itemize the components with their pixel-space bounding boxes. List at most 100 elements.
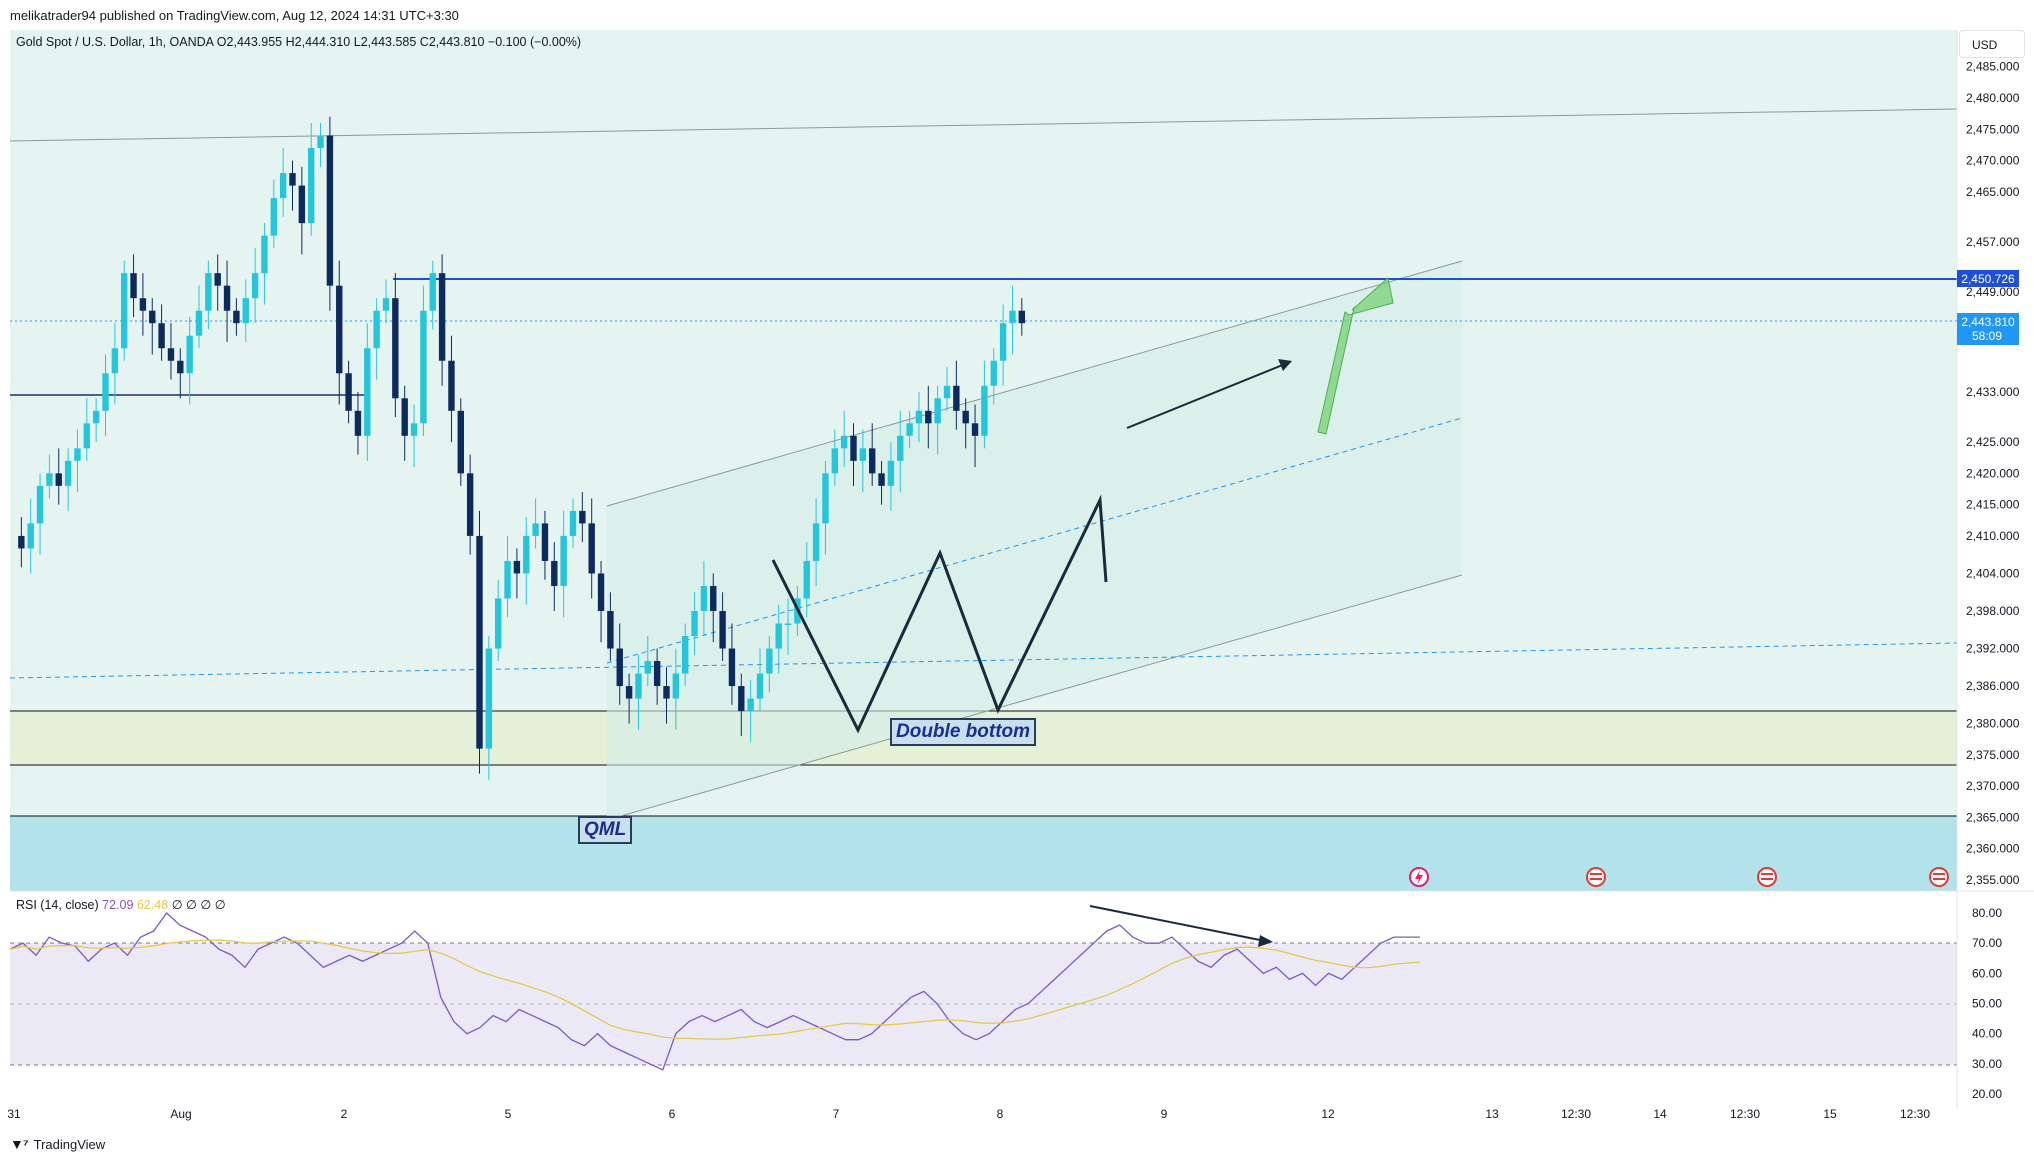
candle-body (326, 135, 334, 286)
candle-body (691, 610, 698, 637)
candle-body (289, 173, 296, 186)
candle-body (382, 298, 390, 311)
projection-arrow (1317, 277, 1394, 435)
rsi-line (9, 912, 1420, 1071)
time-axis[interactable]: 31 Aug 2 5 6 7 8 9 12 13 12:30 14 12:30 15 12:30 (7, 1107, 1930, 1121)
time-tick-label: 12:30 (1730, 1107, 1760, 1121)
candle-body (466, 473, 474, 536)
candle-body (83, 423, 90, 449)
candle-body (345, 373, 352, 411)
candle-body (448, 360, 455, 411)
candle-body (523, 535, 530, 574)
candle-body (46, 473, 53, 486)
currency-button[interactable]: USD (1959, 30, 2025, 58)
symbol-legend[interactable]: Gold Spot / U.S. Dollar, 1h, OANDA O2,44… (16, 35, 581, 49)
rsi-tick-label: 70.00 (1972, 936, 2002, 950)
candle-body (934, 398, 941, 424)
candle-body (242, 298, 249, 324)
time-tick-label: 13 (1485, 1107, 1499, 1121)
time-tick-label: 5 (505, 1107, 512, 1121)
candle-body (364, 348, 371, 436)
rsi-legend[interactable]: RSI (14, close) 72.09 62.48 ∅ ∅ ∅ ∅ (16, 897, 226, 912)
price-tick-label: 2,375.000 (1966, 748, 2020, 762)
us-flag-stripe-icon (1761, 873, 1773, 875)
candle-body (27, 523, 34, 549)
rsi-ma-line (9, 939, 1421, 1040)
price-tick-label: 2,415.000 (1966, 498, 2020, 512)
price-tick-label: 2,370.000 (1966, 779, 2020, 793)
candle-body (233, 310, 240, 324)
symbol-name[interactable]: Gold Spot / U.S. Dollar, 1h, OANDA (16, 35, 214, 49)
price-tick-label: 2,410.000 (1966, 529, 2020, 543)
candle-body (616, 648, 623, 687)
candle-body (251, 273, 259, 299)
ohlc-low: L2,443.585 (353, 35, 417, 49)
deep-zone (10, 816, 1957, 891)
last-price-badge (1957, 313, 2019, 345)
rsi-divergence-arrow-head (1258, 935, 1273, 947)
candle-body (121, 273, 128, 349)
candle-body (74, 448, 81, 461)
tradingview-logo[interactable]: ▼⁷ TradingView (10, 1136, 105, 1152)
candle-body (850, 435, 857, 461)
tradingview-mark-icon: ▼⁷ (10, 1136, 29, 1152)
resistance-price-badge (1957, 270, 2019, 287)
rsi-tick-label: 30.00 (1972, 1057, 2002, 1071)
candle-body (158, 323, 165, 349)
time-tick-label: 2 (341, 1107, 348, 1121)
candle-body (1018, 310, 1025, 324)
candle-body (317, 135, 324, 149)
time-tick-label: 15 (1823, 1107, 1837, 1121)
candle-body (373, 310, 380, 349)
rsi-axis[interactable]: 80.00 70.00 60.00 50.00 40.00 30.00 20.00 (1972, 906, 2002, 1101)
candle-body (336, 285, 343, 374)
us-flag-stripe-icon (1933, 878, 1945, 880)
price-axis[interactable]: 2,485.000 2,480.000 2,475.000 2,470.000 2,46… (1966, 60, 2020, 887)
event-flag-icons[interactable] (1409, 867, 1949, 887)
us-flag-stripe-icon (1761, 878, 1773, 880)
candle-body (981, 385, 988, 436)
candle-body (925, 410, 932, 424)
candle-body (775, 623, 782, 649)
rsi-tick-label: 40.00 (1972, 1027, 2002, 1041)
candle-body (36, 485, 44, 524)
candle-body (102, 373, 109, 411)
candle-body (812, 523, 820, 561)
ohlc-open: O2,443.955 (216, 35, 283, 49)
candle-body (64, 460, 72, 486)
rising-arrow (1126, 361, 1291, 429)
tradingview-brand: TradingView (33, 1136, 106, 1152)
channel-mid (606, 417, 1463, 664)
candle-body (607, 610, 614, 649)
candle-body (822, 473, 829, 524)
candle-body (915, 410, 923, 424)
candle-body (682, 636, 689, 674)
candle-body (214, 273, 221, 286)
time-tick-label: 31 (7, 1107, 21, 1121)
rsi-extra-values: ∅ ∅ ∅ ∅ (171, 898, 226, 912)
candle-body (747, 698, 754, 712)
rsi-title[interactable]: RSI (14, close) (16, 898, 99, 912)
us-flag-stripe-icon (1590, 878, 1602, 880)
ohlc-close: C2,443.810 (419, 35, 485, 49)
rsi-tick-label: 20.00 (1972, 1087, 2002, 1101)
us-flag-icon[interactable] (1929, 867, 1949, 887)
ohlc-change: −0.100 (−0.00%) (487, 35, 582, 49)
candle-body (177, 360, 184, 374)
us-flag-icon[interactable] (1586, 867, 1606, 887)
candle-body (635, 673, 642, 699)
time-tick-label: 8 (997, 1107, 1004, 1121)
resistance-price-label: 2,450.726 (1961, 272, 2015, 286)
double-bottom-pattern (771, 494, 1108, 734)
candle-body (953, 385, 960, 411)
candle-body (195, 310, 203, 336)
rsi-band (10, 943, 1957, 1065)
candle-body (887, 460, 895, 486)
candle-body (831, 448, 838, 474)
candle-body (784, 623, 792, 626)
candle-body (270, 198, 277, 236)
us-flag-icon[interactable] (1757, 867, 1777, 887)
time-tick-label: 6 (669, 1107, 676, 1121)
candle-body (644, 661, 651, 674)
